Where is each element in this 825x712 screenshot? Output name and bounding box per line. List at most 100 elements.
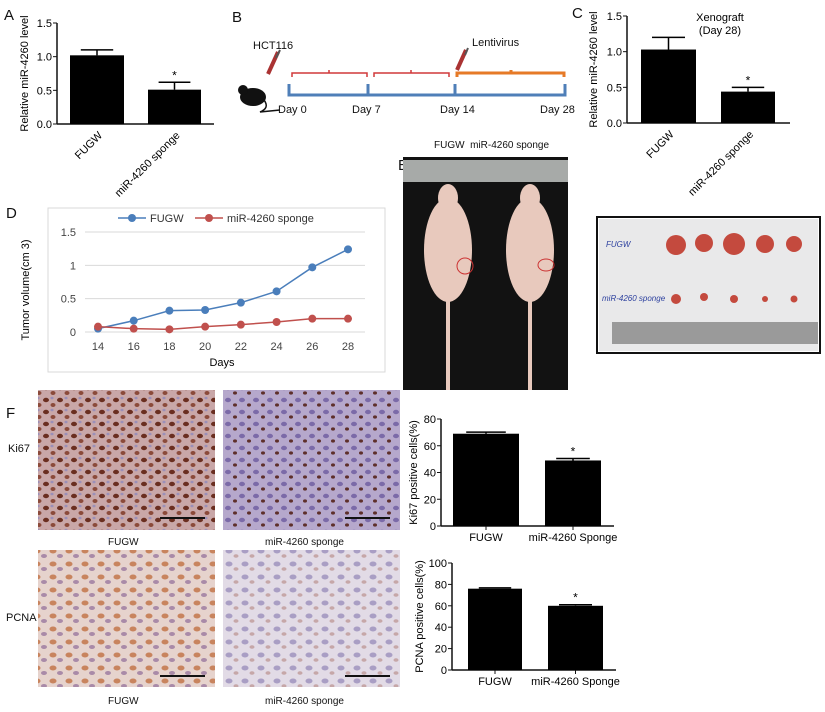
- y-tick-label: 60: [435, 601, 447, 613]
- y-axis-label: Ki67 positive cells(%): [408, 420, 420, 525]
- data-point: [236, 298, 245, 307]
- panel-label-c: C: [572, 5, 583, 22]
- legend-marker: [128, 214, 136, 222]
- treatment-brace: [455, 70, 566, 77]
- day-label: Day 7: [352, 104, 381, 116]
- y-tick-label: 0: [441, 665, 447, 677]
- x-tick-label: 16: [128, 341, 140, 353]
- chart-frame: [47, 207, 386, 373]
- x-axis-label: Days: [209, 357, 235, 369]
- x-tick-label: miR-4260 sponge: [686, 129, 756, 199]
- ihc-caption: FUGW: [108, 537, 139, 548]
- ihc-image-ki67-sponge: [223, 390, 400, 530]
- bar: [545, 460, 601, 526]
- y-tick-label: 100: [429, 558, 447, 570]
- bar: [148, 89, 201, 124]
- data-point: [165, 325, 174, 334]
- legend-label: FUGW: [150, 213, 184, 225]
- y-tick-label: 1.0: [607, 47, 622, 59]
- x-tick-label: FUGW: [644, 128, 677, 161]
- ihc-row-label-pcna: PCNA: [6, 612, 37, 624]
- tumor-row-label-sponge: miR-4260 sponge: [602, 294, 666, 303]
- ihc-caption: miR-4260 sponge: [265, 537, 344, 548]
- data-point: [201, 322, 210, 331]
- significance-marker: *: [172, 68, 177, 82]
- error-bar: [80, 49, 114, 56]
- ihc-image-pcna-fugw: [38, 550, 215, 687]
- x-tick-label: 14: [92, 341, 104, 353]
- x-tick-label: miR-4260 Sponge: [531, 676, 620, 688]
- mice-photo: [403, 157, 568, 390]
- mouse-icon: [238, 85, 281, 113]
- bar: [70, 55, 124, 124]
- mice-header: FUGW miR-4260 sponge: [434, 140, 549, 151]
- syringe-icon: [455, 47, 469, 71]
- data-point: [272, 318, 281, 326]
- chart-pcna: 0 20 40 60 80 100 FUGW * miR-4260 Sponge PCNA pos…: [414, 558, 620, 688]
- y-tick-label: 1.5: [607, 11, 622, 23]
- significance-marker: *: [573, 591, 578, 605]
- error-bar: [466, 431, 506, 434]
- panel-label-d: D: [6, 205, 17, 222]
- x-tick-label: miR-4260 Sponge: [529, 532, 618, 544]
- chart-ki67: 0 20 40 60 80 FUGW * miR-4260 Sponge Ki67 positi…: [408, 414, 617, 544]
- y-tick-label: 0: [70, 327, 76, 339]
- y-tick-label: 1: [70, 260, 76, 272]
- bar: [721, 91, 775, 123]
- x-tick-label: FUGW: [469, 532, 503, 544]
- data-point: [272, 287, 281, 296]
- data-point: [344, 245, 352, 254]
- panel-label-b: B: [232, 9, 242, 26]
- chart-subtitle: (Day 28): [699, 25, 741, 37]
- y-axis-label: Relative miR-4260 level: [19, 15, 31, 131]
- bar: [468, 588, 522, 670]
- x-tick-label: FUGW: [478, 676, 512, 688]
- chart-a-mir4260-level: 0.0 0.5 1.0 1.5 FUGW * miR-4260 sponge Relative…: [19, 15, 214, 200]
- y-tick-label: 1.5: [37, 18, 52, 30]
- y-tick-label: 0.5: [607, 82, 622, 94]
- lentivirus-label: Lentivirus: [472, 37, 520, 49]
- y-tick-label: 80: [424, 414, 436, 426]
- y-tick-label: 40: [424, 468, 436, 480]
- chart-title: Xenograft: [696, 12, 744, 24]
- significance-marker: *: [571, 444, 576, 458]
- x-tick-label: 20: [199, 341, 211, 353]
- bar: [641, 49, 696, 123]
- ihc-row-label-ki67: Ki67: [8, 443, 30, 455]
- ihc-caption: FUGW: [108, 696, 139, 707]
- hct116-label: HCT116: [253, 40, 293, 52]
- y-tick-label: 0: [430, 521, 436, 533]
- series-line: [97, 248, 349, 330]
- data-point: [308, 314, 317, 323]
- timeline-diagram: HCT116 Lentivirus Day 0 Day 7 Day 14 Day…: [238, 37, 575, 116]
- data-point: [201, 306, 210, 314]
- y-tick-label: 20: [424, 494, 436, 506]
- ihc-caption: miR-4260 sponge: [265, 696, 344, 707]
- error-bar: [559, 603, 592, 606]
- panel-label-a: A: [4, 7, 14, 24]
- x-tick-label: 18: [163, 341, 175, 353]
- legend-marker: [205, 214, 213, 222]
- ihc-image-pcna-sponge: [223, 550, 400, 687]
- y-axis-label: PCNA positive cells(%): [414, 560, 426, 672]
- y-tick-label: 60: [424, 441, 436, 453]
- bar: [453, 433, 519, 526]
- day-label: Day 0: [278, 104, 307, 116]
- error-bar: [478, 587, 512, 589]
- x-tick-label: 26: [306, 341, 318, 353]
- series-line: [97, 317, 348, 331]
- chart-d-tumor-volume: 0 0.5 1 1.5 14 16 18 20 22 24 26 28 Days Tumor volume…: [20, 207, 386, 373]
- y-tick-label: 0.0: [607, 118, 622, 130]
- data-point: [165, 306, 174, 315]
- tumor-row-label-fugw: FUGW: [606, 240, 632, 249]
- y-tick-label: 0.5: [61, 294, 76, 306]
- x-tick-label: miR-4260 sponge: [113, 130, 183, 200]
- y-tick-label: 20: [435, 644, 447, 656]
- error-bar: [652, 36, 685, 50]
- y-tick-label: 40: [435, 622, 447, 634]
- chart-c-xenograft: 0.0 0.5 1.0 1.5 FUGW * miR-4260 sponge Relative…: [588, 11, 790, 199]
- y-axis-label: Tumor volume(cm 3): [20, 239, 32, 340]
- y-axis-label: Relative miR-4260 level: [588, 11, 600, 127]
- syringe-icon: [266, 49, 281, 75]
- error-bar: [731, 86, 765, 92]
